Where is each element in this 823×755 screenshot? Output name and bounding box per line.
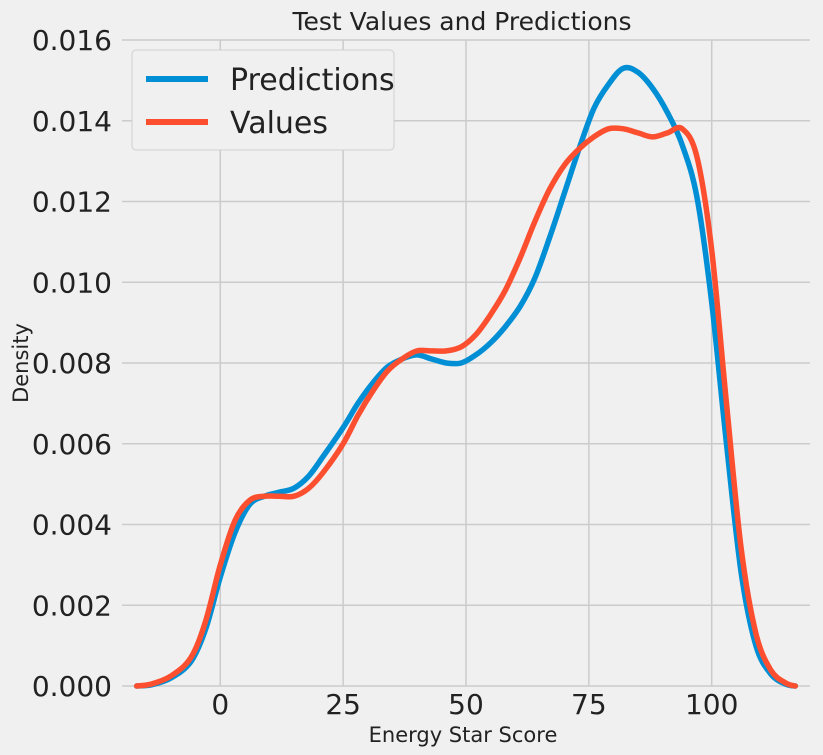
- y-tick-label: 0.002: [32, 589, 112, 622]
- y-tick-label: 0.012: [32, 186, 112, 219]
- x-tick-label: 0: [211, 688, 229, 721]
- x-tick-label: 50: [448, 688, 484, 721]
- y-tick-label: 0.000: [32, 670, 112, 703]
- y-tick-label: 0.010: [32, 266, 112, 299]
- x-tick-label: 25: [325, 688, 361, 721]
- grid: [122, 39, 810, 687]
- y-axis-label: Density: [9, 323, 33, 403]
- legend-label-values: Values: [230, 106, 328, 141]
- legend: Predictions Values: [131, 49, 395, 151]
- y-tick-label: 0.006: [32, 428, 112, 461]
- y-tick-label: 0.004: [32, 509, 112, 542]
- x-axis-ticks: 0 25 50 75 100: [211, 688, 738, 721]
- series-line-values: [133, 124, 799, 689]
- x-tick-label: 75: [571, 688, 607, 721]
- legend-label-predictions: Predictions: [230, 63, 395, 98]
- y-tick-label: 0.016: [32, 24, 112, 57]
- x-axis-label: Energy Star Score: [369, 723, 558, 747]
- y-axis-ticks: 0.000 0.002 0.004 0.006 0.008 0.010 0.012 0.014…: [32, 24, 112, 703]
- x-tick-label: 100: [685, 688, 738, 721]
- series-lines: [133, 64, 799, 689]
- y-tick-label: 0.008: [32, 347, 112, 380]
- y-tick-label: 0.014: [32, 105, 112, 138]
- chart-title: Test Values and Predictions: [291, 7, 631, 36]
